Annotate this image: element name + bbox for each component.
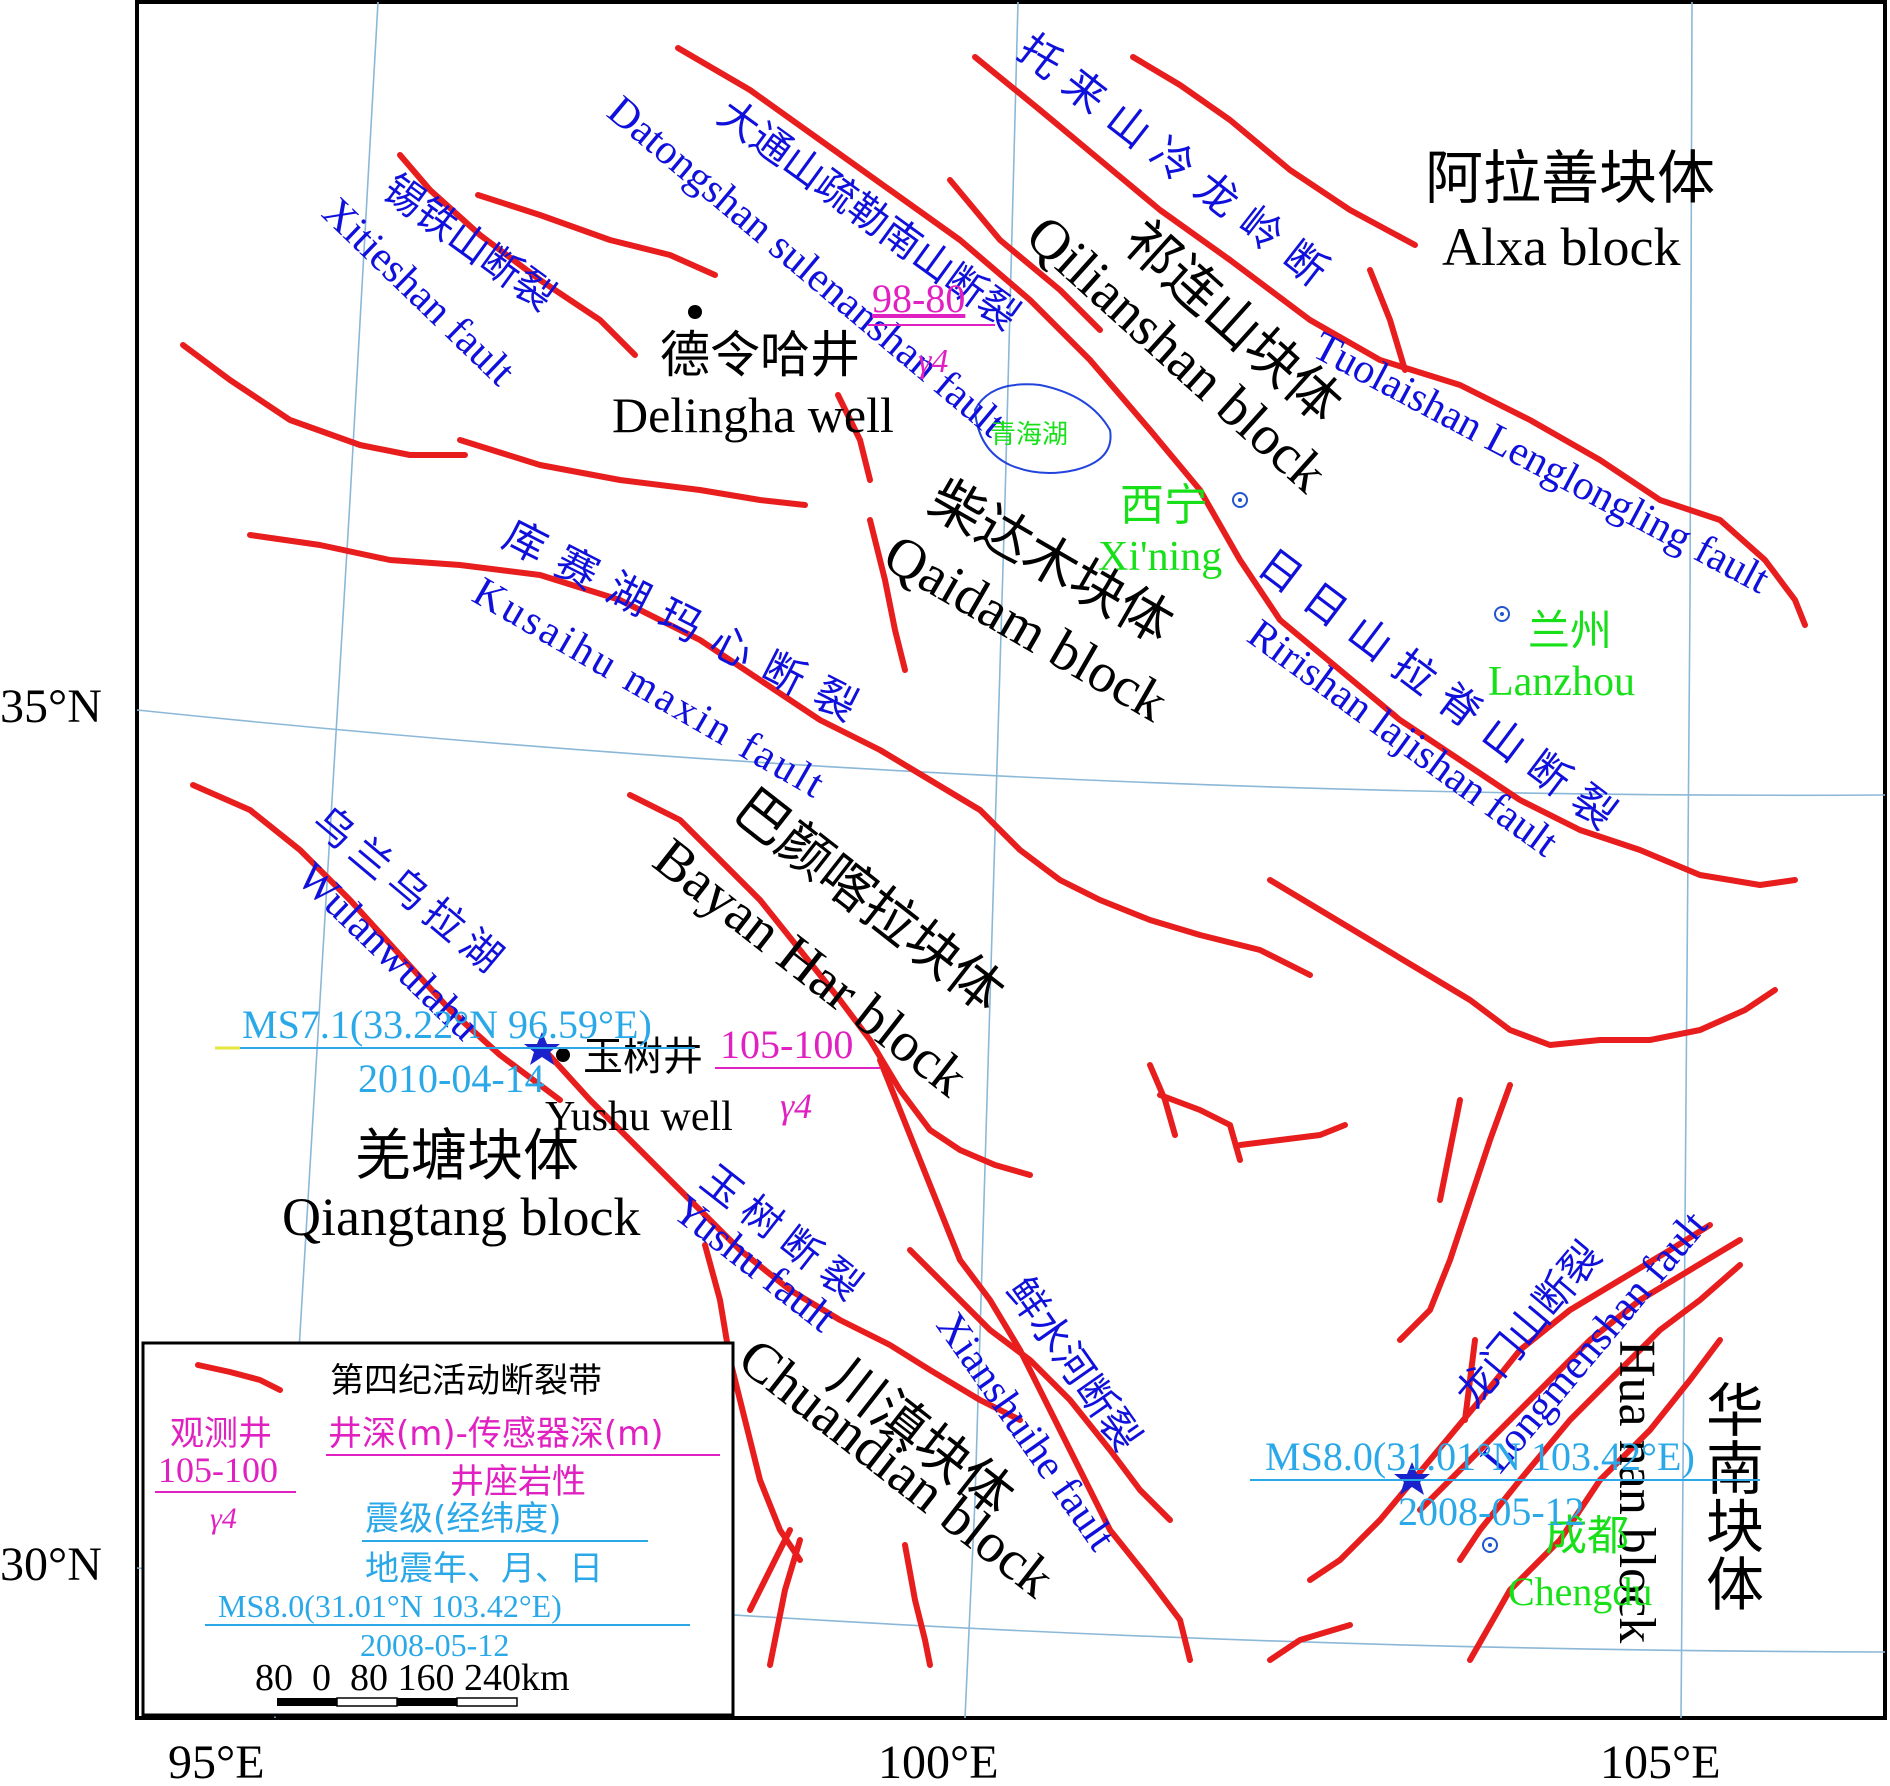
- parallel-35: [136, 709, 1886, 797]
- fault-central-a: [180, 342, 468, 458]
- yushu-quake-mag: MS7.1(33.22°N 96.59°E): [242, 1002, 652, 1047]
- quake-yushu: MS7.1(33.22°N 96.59°E) 2010-04-14: [215, 1002, 695, 1101]
- fault-chuandian-d: [902, 1542, 933, 1668]
- yushu-well-marker: [556, 1048, 570, 1062]
- block-alxa-cn: 阿拉善块体: [1425, 144, 1715, 212]
- block-qiangtang-en: Qiangtang block: [282, 1187, 640, 1247]
- legend-box: [141, 1341, 735, 1717]
- xining-cn: 西宁: [1120, 480, 1208, 531]
- legend-date-label: 地震年、月、日: [365, 1549, 603, 1589]
- block-qiangtang-cn: 羌塘块体: [355, 1124, 579, 1189]
- legend-rock-label: 井座岩性: [450, 1462, 586, 1502]
- yushu-quake-date: 2010-04-14: [358, 1056, 545, 1101]
- fault-bayan-east-d: [1437, 1097, 1463, 1203]
- qinghai-lake-label: 青海湖: [990, 420, 1068, 450]
- fault-datong: [675, 45, 1798, 888]
- city-xining: 西宁 Xi'ning: [1098, 480, 1248, 580]
- fault-xitie-a: [397, 152, 638, 358]
- city-chengdu: 成都 Chengdu: [1482, 1511, 1652, 1614]
- yushu-well-en: Yushu well: [545, 1094, 733, 1140]
- lon-label-100: 100°E: [878, 1736, 999, 1786]
- xining-marker: [1232, 492, 1248, 508]
- fault-bayan-east-c: [1237, 1122, 1348, 1148]
- legend-quake-example: MS8.0(31.01°N 103.42°E): [218, 1588, 562, 1624]
- fault-longmen-f: [1267, 1622, 1353, 1663]
- lat-label-35: 35°N: [0, 680, 102, 733]
- delingha-well-depth: 98-80: [872, 276, 965, 321]
- chengdu-cn: 成都: [1545, 1511, 1629, 1560]
- legend-well-label: 观测井: [170, 1414, 272, 1454]
- lat-label-30: 30°N: [0, 1538, 102, 1591]
- fault-xianshui-east: [907, 1247, 1173, 1523]
- legend-depth-label: 井深(m)-传感器深(m): [328, 1414, 664, 1454]
- fault-bayan-north: [627, 792, 1033, 1178]
- yushu-well-cn: 玉树井: [583, 1034, 703, 1080]
- meridian-105: [1680, 1, 1693, 1719]
- yushu-well-depth: 105-100: [720, 1022, 853, 1067]
- fault-chuandian-a: [702, 1242, 803, 1563]
- fault-datong-lower: [947, 177, 1103, 333]
- xining-en: Xi'ning: [1098, 534, 1222, 580]
- legend-well-rock: γ4: [210, 1502, 237, 1535]
- delingha-well-rock: γ4: [918, 343, 948, 380]
- fault-xitie-b: [475, 192, 718, 278]
- fault-central-east: [1267, 877, 1778, 1048]
- legend-well-depth: 105-100: [158, 1450, 278, 1490]
- lanzhou-marker: [1494, 606, 1510, 622]
- scale-bar: [277, 1697, 518, 1707]
- lon-label-95: 95°E: [168, 1736, 265, 1786]
- city-lanzhou: 兰州 Lanzhou: [1488, 606, 1635, 705]
- fault-tuolai-branch: [1367, 267, 1408, 373]
- delingha-well-cn: 德令哈井: [660, 326, 860, 384]
- block-alxa-en: Alxa block: [1442, 217, 1680, 277]
- fault-lines: [180, 45, 1808, 1668]
- delingha-well-marker: [688, 305, 702, 319]
- fault-yushu: [537, 1042, 1023, 1423]
- fault-north-qaidam: [835, 392, 873, 483]
- lon-label-105: 105°E: [1600, 1736, 1721, 1786]
- block-huanan-en: Hua nan block: [1608, 1340, 1665, 1643]
- fault-longmen-e: [1462, 1337, 1478, 1423]
- lanzhou-cn: 兰州: [1528, 606, 1612, 655]
- fault-longmen-b: [1417, 1237, 1743, 1513]
- wenchuan-quake-mag: MS8.0(31.01°N 103.42°E): [1265, 1434, 1695, 1479]
- meridian-100: [964, 1, 1019, 1719]
- legend: 第四纪活动断裂带 观测井 105-100 γ4 井深(m)-传感器深(m) 井座…: [141, 1341, 735, 1717]
- chengdu-marker: [1482, 1537, 1498, 1553]
- fault-kusai: [247, 532, 1313, 978]
- qinghai-lake: [973, 383, 1112, 474]
- lanzhou-en: Lanzhou: [1488, 659, 1635, 705]
- fault-tuolai-main: [972, 54, 1808, 628]
- legend-scale-text: 80 0 80 160 240km: [255, 1657, 570, 1699]
- legend-fault-swatch: [195, 1362, 283, 1393]
- quake-wenchuan: MS8.0(31.01°N 103.42°E) 2008-05-12: [1250, 1434, 1760, 1534]
- fault-bayan-east-e: [1397, 1082, 1513, 1343]
- fault-longmen-a: [1307, 1222, 1713, 1583]
- legend-fault-label: 第四纪活动断裂带: [330, 1361, 602, 1401]
- fault-bayan-east-b: [1157, 1092, 1243, 1163]
- wenchuan-quake-star: [1394, 1462, 1430, 1495]
- delingha-well-en: Delingha well: [612, 387, 894, 443]
- wenchuan-quake-date: 2008-05-12: [1398, 1489, 1585, 1534]
- fault-wulan: [190, 782, 563, 1103]
- fault-qaidam-inner: [867, 517, 908, 673]
- block-huanan-cn: 华南块体: [1696, 1380, 1764, 1612]
- fault-longmen-c: [1457, 1262, 1743, 1563]
- fault-chuandian-b: [747, 1527, 793, 1613]
- fault-tuolai-north: [1130, 54, 1418, 248]
- chengdu-en: Chengdu: [1508, 1569, 1652, 1614]
- legend-quake-example-date: 2008-05-12: [360, 1627, 509, 1663]
- yushu-well-rock: γ4: [780, 1086, 812, 1126]
- fault-central-b: [457, 437, 808, 508]
- legend-mag-label: 震级(经纬度): [365, 1499, 562, 1539]
- fault-chuandian-c: [767, 1537, 803, 1668]
